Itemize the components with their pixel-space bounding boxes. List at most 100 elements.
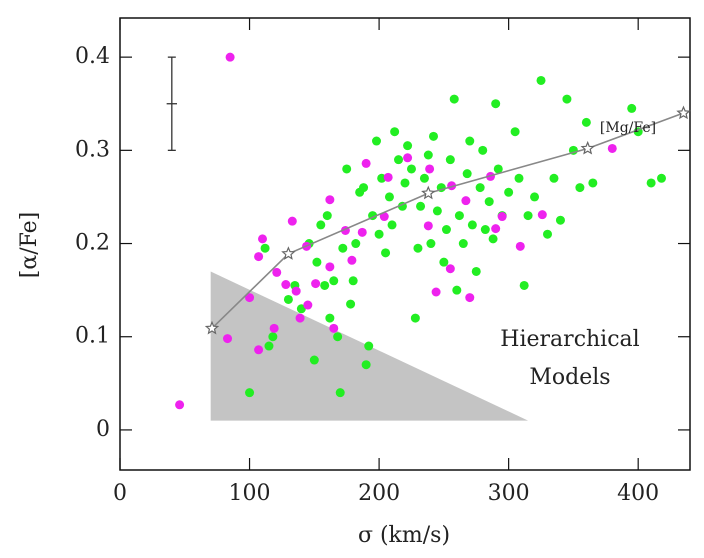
point <box>467 220 477 230</box>
y-tick-label: 0.2 <box>75 231 110 256</box>
point <box>588 178 598 188</box>
point <box>264 341 274 351</box>
point <box>549 173 559 183</box>
point <box>381 248 391 258</box>
point <box>258 234 267 244</box>
region-label: Hierarchical <box>500 327 639 352</box>
point <box>449 94 459 104</box>
point <box>607 143 617 153</box>
point <box>403 153 413 163</box>
region-label: Models <box>529 365 610 390</box>
point <box>480 225 490 235</box>
point <box>312 257 322 267</box>
point <box>475 183 485 193</box>
point <box>478 145 488 155</box>
point <box>514 173 524 183</box>
point <box>260 243 270 253</box>
point <box>283 294 293 304</box>
point <box>359 183 369 193</box>
point <box>346 299 356 309</box>
point <box>493 164 503 174</box>
point <box>454 211 464 221</box>
y-tick-label: 0.3 <box>75 137 110 162</box>
point <box>281 280 291 290</box>
point <box>536 75 546 85</box>
point <box>254 252 264 262</box>
point <box>374 229 384 239</box>
point <box>510 127 520 137</box>
point <box>423 150 433 160</box>
point <box>295 313 305 323</box>
model-star <box>204 320 220 335</box>
point <box>320 280 330 290</box>
x-tick-label: 400 <box>617 481 659 506</box>
point <box>272 267 282 277</box>
point <box>413 243 423 253</box>
point <box>465 293 475 303</box>
point <box>322 211 332 221</box>
point <box>325 262 335 272</box>
point <box>245 388 255 398</box>
point <box>484 197 494 207</box>
point <box>316 220 326 230</box>
point <box>348 276 358 286</box>
point <box>303 300 313 310</box>
point <box>394 155 404 165</box>
point <box>254 345 264 355</box>
point <box>465 136 475 146</box>
x-tick-label: 300 <box>488 481 530 506</box>
point <box>452 285 462 295</box>
point <box>333 332 343 342</box>
y-tick-label: 0 <box>96 417 110 442</box>
point <box>530 192 540 202</box>
point <box>515 241 525 251</box>
x-tick-label: 200 <box>358 481 400 506</box>
point <box>223 334 233 344</box>
point <box>419 173 429 183</box>
x-axis-label: σ (km/s) <box>358 523 450 548</box>
point <box>291 286 301 296</box>
point <box>335 388 345 398</box>
point <box>445 155 455 165</box>
point <box>347 255 357 265</box>
point <box>383 172 393 182</box>
point <box>361 360 371 370</box>
point <box>488 234 498 244</box>
model-star <box>580 140 595 155</box>
point <box>372 136 381 146</box>
y-tick-label: 0.1 <box>75 324 110 349</box>
point <box>657 173 666 183</box>
model-star <box>281 246 296 260</box>
point <box>325 313 335 323</box>
point <box>426 239 436 249</box>
point <box>351 239 361 249</box>
point <box>429 131 438 141</box>
model-star <box>676 105 691 120</box>
point <box>543 229 552 239</box>
point <box>562 94 572 104</box>
point <box>287 216 297 226</box>
point <box>431 287 441 297</box>
point <box>400 178 410 188</box>
point <box>537 210 547 220</box>
point <box>425 164 435 174</box>
point <box>384 192 394 202</box>
point <box>581 117 591 127</box>
y-tick-label: 0.4 <box>75 44 110 69</box>
point <box>342 164 352 174</box>
y-axis-label: [α/Fe] <box>17 212 42 279</box>
point <box>491 224 501 234</box>
point <box>410 313 420 323</box>
point <box>329 323 339 333</box>
point <box>504 187 514 197</box>
point <box>225 52 235 62</box>
point <box>471 266 481 276</box>
point <box>462 169 472 179</box>
point <box>575 183 585 193</box>
point <box>364 341 374 351</box>
point <box>403 141 413 151</box>
line-label: [Mg/Fe] <box>600 120 656 136</box>
x-tick-label: 100 <box>229 481 271 506</box>
